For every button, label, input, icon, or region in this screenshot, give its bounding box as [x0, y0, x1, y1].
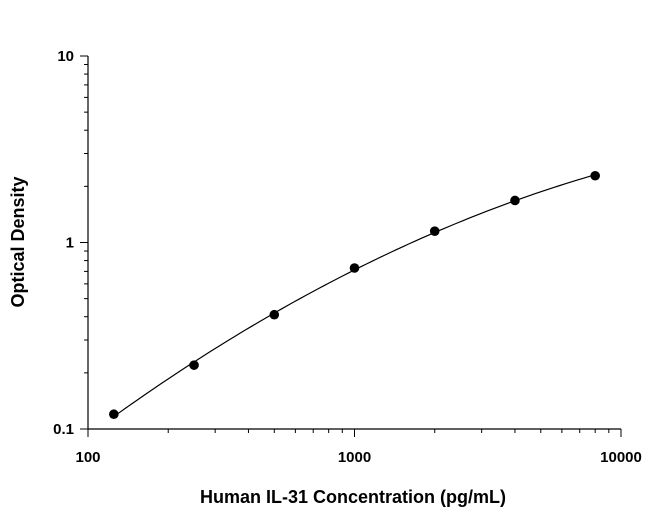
x-tick-label: 10000 — [600, 449, 642, 466]
y-tick-label: 10 — [57, 48, 74, 65]
x-tick-label: 1000 — [338, 449, 371, 466]
points-layer — [109, 170, 600, 420]
curve-layer — [112, 174, 596, 418]
y-tick-label: 1 — [66, 235, 74, 252]
data-point — [510, 195, 520, 206]
data-point — [109, 409, 119, 420]
y-axis-title: Optical Density — [8, 176, 28, 307]
y-tick-label: 0.1 — [53, 421, 74, 438]
x-tick-label: 100 — [75, 449, 100, 466]
axes-layer: 100 1000 10000 0.1 1 10 — [53, 48, 642, 466]
x-axis-title: Human IL-31 Concentration (pg/mL) — [200, 487, 506, 507]
data-point — [269, 309, 280, 320]
data-point — [429, 226, 440, 236]
fit-curve — [112, 174, 596, 418]
data-point — [189, 360, 199, 370]
data-point — [349, 263, 360, 273]
data-point — [590, 170, 600, 181]
